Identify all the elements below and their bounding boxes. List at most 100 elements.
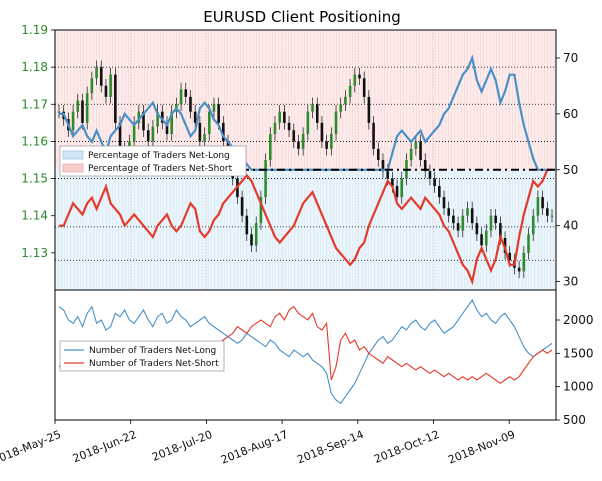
candle-body — [311, 104, 314, 112]
price-tick-label: 1.13 — [21, 246, 48, 260]
price-candles — [57, 60, 554, 279]
count-tick-label: 1500 — [563, 346, 594, 360]
net-short-percentage-line — [59, 168, 552, 286]
candle-body — [99, 67, 103, 86]
candle-body — [57, 111, 61, 113]
date-tick-label: 2018-Sep-14 — [295, 428, 365, 467]
candle-body — [184, 89, 188, 97]
candle-body — [156, 111, 159, 127]
bottom-panel-frame — [54, 289, 557, 421]
candle-body — [527, 234, 530, 253]
candle-body — [207, 111, 211, 134]
candle-body — [466, 208, 469, 216]
candle-body — [376, 148, 380, 160]
candle-body — [114, 74, 117, 123]
candle-body — [330, 134, 333, 149]
candle-body — [254, 223, 258, 246]
candle-body — [395, 186, 399, 198]
count-tick-label: 500 — [563, 413, 586, 427]
candle-body — [146, 130, 150, 142]
percentage-series — [59, 54, 552, 286]
candle-body — [400, 178, 404, 198]
candle-body — [362, 78, 366, 97]
candle-body — [71, 111, 75, 131]
candle-body — [160, 111, 164, 123]
candle-body — [344, 96, 347, 105]
candle-body — [494, 215, 497, 224]
candle-body — [372, 122, 375, 149]
candle-body — [456, 223, 460, 231]
date-tick-label: 2018-Aug-17 — [219, 428, 290, 467]
candle-body — [367, 96, 371, 123]
price-tick-label: 1.14 — [21, 209, 48, 223]
candle-body — [259, 197, 263, 224]
date-tick-label: 2018-Nov-09 — [446, 428, 517, 467]
candle-body — [320, 122, 324, 142]
candle-body — [264, 160, 267, 198]
candle-body — [179, 89, 183, 105]
candle-body — [268, 134, 272, 160]
candle-body — [442, 197, 446, 209]
net-long-zone — [55, 169, 556, 290]
candle-body — [170, 111, 173, 134]
candle-body — [536, 197, 540, 216]
price-tick-label: 1.15 — [21, 172, 48, 186]
date-tick-label: 2018-May-25 — [0, 428, 63, 467]
candle-body — [189, 96, 192, 112]
candle-body — [250, 234, 253, 246]
percentage-axis: 30 40 50 60 70 — [556, 51, 578, 289]
candle-body — [287, 122, 291, 131]
candle-body — [550, 215, 554, 217]
count-tick-label: 1000 — [563, 380, 594, 394]
candle-body — [142, 111, 145, 131]
candle-body — [315, 104, 319, 123]
legend-label-number-net-long: Number of Traders Net-Long — [89, 346, 216, 356]
candle-body — [203, 134, 206, 142]
candle-body — [428, 171, 432, 179]
candle-body — [301, 134, 305, 149]
percentage-tick-label: 40 — [563, 219, 578, 233]
legend-label-number-net-short: Number of Traders Net-Short — [89, 359, 219, 369]
candle-body — [348, 85, 352, 97]
count-tick-label: 2000 — [563, 313, 594, 327]
date-axis: 2018-May-25 2018-Jun-22 2018-Jul-20 2018-Au… — [0, 420, 517, 467]
candle-body — [489, 215, 493, 231]
candle-body — [386, 171, 389, 179]
legend-swatch-net-short — [62, 163, 84, 173]
candle-body — [85, 93, 89, 123]
candle-body — [419, 141, 422, 160]
candle-body — [358, 74, 361, 79]
candle-body — [222, 122, 225, 142]
candle-body — [541, 197, 544, 209]
candle-body — [508, 252, 512, 261]
candle-body — [499, 223, 502, 238]
candle-body — [480, 234, 483, 246]
date-tick-label: 2018-Jun-22 — [71, 428, 139, 465]
legend-swatch-net-long — [62, 150, 84, 160]
number-net-long-line — [58, 298, 553, 405]
traders-count-axis: 500 1000 1500 2000 — [556, 313, 594, 427]
legend-label-net-short: Percentage of Traders Net-Short — [88, 164, 233, 174]
candle-body — [292, 130, 296, 142]
candle-body — [240, 197, 244, 216]
candle-body — [306, 111, 310, 134]
price-tick-label: 1.18 — [21, 60, 48, 74]
date-tick-label: 2018-Oct-12 — [372, 428, 441, 466]
background-hatching — [57, 30, 555, 290]
candle-body — [381, 160, 385, 172]
candle-body — [245, 215, 249, 235]
candle-body — [546, 208, 549, 216]
legend-label-net-long: Percentage of Traders Net-Long — [88, 151, 230, 161]
top-legend: Percentage of Traders Net-Long Percentag… — [59, 145, 247, 177]
candle-body — [297, 141, 300, 149]
price-tick-label: 1.19 — [21, 23, 48, 37]
candle-body — [334, 111, 338, 134]
candle-body — [273, 122, 277, 134]
candle-body — [76, 100, 80, 112]
candle-body — [95, 67, 98, 79]
candle-body — [484, 230, 488, 246]
candle-body — [198, 122, 202, 142]
candle-body — [193, 111, 197, 123]
